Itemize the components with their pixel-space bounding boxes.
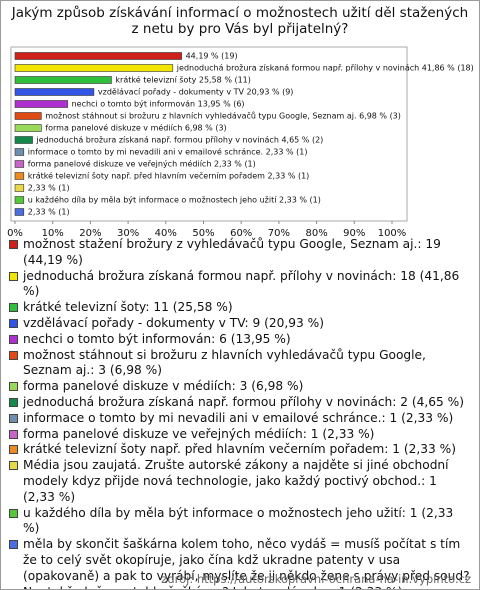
bar [14, 112, 42, 120]
bar-label: informace o tomto by mi nevadili ani v e… [28, 147, 308, 157]
bar-label: u každého díla by měla být informace o m… [28, 195, 321, 205]
x-tick-label: 60% [230, 228, 252, 239]
bar [14, 148, 25, 156]
bar [14, 208, 25, 216]
bar [14, 172, 25, 180]
legend-item: měla by skončit šaškárna kolem toho, něc… [9, 537, 471, 589]
bar [14, 52, 182, 60]
legend-swatch [9, 240, 18, 249]
legend-label: jednoduchá brožura získaná např. formou … [23, 394, 464, 409]
legend-label: možnost stažení brožury z vyhledávačů ty… [23, 237, 441, 267]
bar-label: jednoduchá brožura získaná formou např. … [176, 64, 474, 73]
bar-label: 2,33 % (1) [28, 208, 70, 217]
bar [14, 124, 42, 132]
legend-label: u každého díla by měla být informace o m… [23, 505, 454, 536]
x-tick-label: 100% [378, 228, 407, 239]
legend-label: forma panelové diskuze ve veřejných médi… [23, 426, 375, 441]
legend-item: informace o tomto by mi nevadili ani v e… [9, 411, 471, 427]
legend-label: měla by skončit šaškárna kolem toho, něc… [23, 537, 470, 589]
bar [14, 136, 33, 144]
source: zdroj: https://autorskopravni-ochrana-na… [161, 572, 471, 586]
bar-label: 44,19 % (19) [186, 52, 238, 61]
legend-swatch [9, 318, 18, 328]
legend-item: u každého díla by měla být informace o m… [9, 506, 471, 538]
legend-swatch [9, 429, 18, 439]
legend-label: informace o tomto by mi nevadili ani v e… [23, 410, 454, 425]
legend-label: Média jsou zaujatá. Zrušte autorské záko… [23, 458, 449, 504]
bar-label: možnost stáhnout si brožuru z hlavních v… [45, 111, 401, 121]
x-tick-label: 80% [305, 228, 327, 239]
legend-label: možnost stáhnout si brožuru z hlavních v… [23, 347, 426, 378]
legend-item: jednoduchá brožura získaná formou např. … [9, 269, 471, 301]
legend-swatch [9, 445, 18, 455]
legend-item: jednoduchá brožura získaná např. formou … [9, 395, 471, 411]
legend-swatch [9, 334, 18, 344]
bar [14, 184, 25, 192]
x-tick-label: 0% [7, 228, 23, 239]
legend-swatch [9, 382, 18, 392]
legend: možnost stažení brožury z vyhledávačů ty… [9, 237, 471, 589]
legend-swatch [9, 350, 18, 360]
bar [14, 88, 95, 96]
legend-swatch [9, 540, 18, 550]
legend-label: nechci o tomto být informován: 6 (13,95 … [23, 331, 291, 346]
legend-swatch [9, 271, 18, 281]
x-tick-label: 90% [343, 228, 365, 239]
x-tick-label: 50% [192, 228, 214, 239]
x-tick-label: 40% [155, 228, 177, 239]
legend-swatch [9, 303, 18, 313]
x-tick-label: 20% [79, 228, 101, 239]
plot-frame [10, 46, 408, 222]
legend-label: krátké televizní šoty: 11 (25,58 %) [23, 300, 233, 315]
legend-item: možnost stažení brožury z vyhledávačů ty… [9, 237, 471, 269]
legend-item: krátké televizní šoty: 11 (25,58 %) [9, 300, 471, 316]
legend-item: forma panelové diskuze ve veřejných médi… [9, 427, 471, 443]
legend-item: nechci o tomto být informován: 6 (13,95 … [9, 332, 471, 348]
bar-label: jednoduchá brožura získaná např. formou … [36, 136, 324, 145]
chart-title: Jakým způsob získávání informací o možno… [11, 5, 469, 37]
bar-label: 2,33 % (1) [28, 184, 70, 193]
legend-label: krátké televizní šoty např. před hlavním… [23, 442, 456, 457]
bar-label: krátké televizní šoty např. před hlavním… [28, 171, 310, 181]
legend-label: jednoduchá brožura získaná formou např. … [23, 268, 460, 299]
bar-label: forma panelové diskuze ve veřejných médi… [28, 159, 256, 169]
bar [14, 76, 112, 84]
legend-swatch [9, 413, 18, 423]
legend-item: vzdělávací pořady - dokumenty v TV: 9 (2… [9, 316, 471, 332]
bar-label: forma panelové diskuze v médiích 6,98 % … [45, 123, 226, 133]
bar [14, 100, 68, 108]
legend-swatch [9, 508, 18, 518]
legend-item: možnost stáhnout si brožuru z hlavních v… [9, 348, 471, 380]
bar [14, 64, 174, 72]
legend-swatch [9, 461, 18, 471]
legend-item: Média jsou zaujatá. Zrušte autorské záko… [9, 458, 471, 505]
legend-item: forma panelové diskuze v médiích: 3 (6,9… [9, 379, 471, 395]
x-tick-label: 70% [268, 228, 290, 239]
legend-label: vzdělávací pořady - dokumenty v TV: 9 (2… [23, 315, 325, 330]
bar-label: nechci o tomto být informován 13,95 % (6… [72, 100, 245, 109]
legend-label: forma panelové diskuze v médiích: 3 (6,9… [23, 379, 304, 394]
bar [14, 160, 25, 168]
legend-item: krátké televizní šoty např. před hlavním… [9, 442, 471, 458]
bar [14, 196, 25, 204]
x-tick-label: 30% [117, 228, 139, 239]
x-tick-label: 10% [42, 228, 64, 239]
bar-label: vzdělávací pořady - dokumenty v TV 20,93… [98, 88, 294, 97]
bar-label: krátké televizní šoty 25,58 % (11) [115, 75, 250, 85]
legend-swatch [9, 397, 18, 407]
chart: 0% 10% 20% 30% 40% 50% 60% 70% 80% 90% 100% 44,19 %… [7, 46, 474, 239]
